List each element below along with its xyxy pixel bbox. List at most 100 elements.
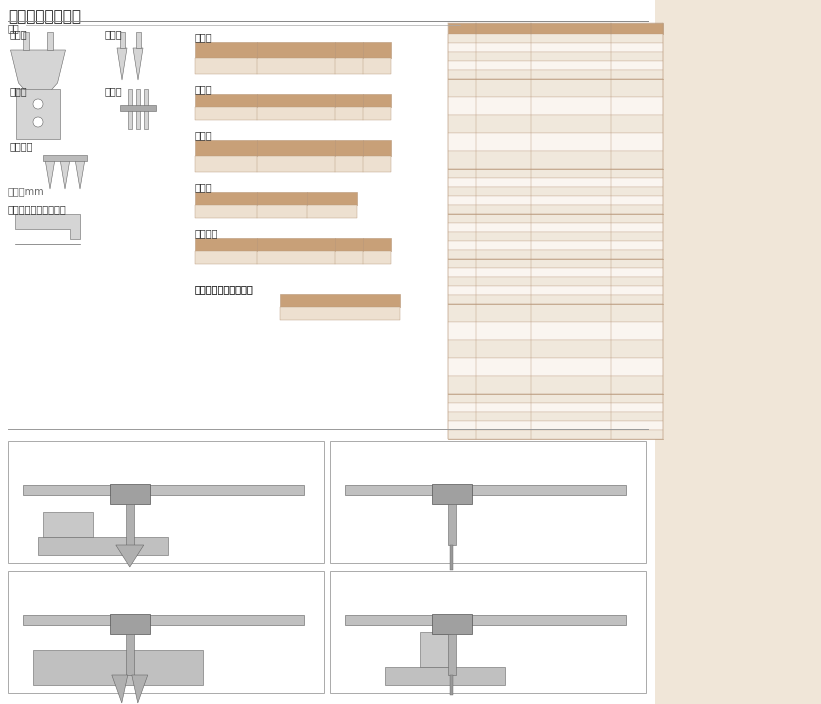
Bar (447, 634, 456, 675)
Bar (448, 61, 663, 70)
Bar (448, 205, 663, 214)
Bar (195, 42, 391, 58)
Polygon shape (116, 545, 144, 567)
Text: 尖爪型: 尖爪型 (195, 84, 213, 94)
Polygon shape (75, 159, 85, 189)
Polygon shape (133, 48, 143, 80)
Bar (110, 484, 149, 504)
Bar (136, 89, 140, 129)
Polygon shape (117, 48, 127, 80)
Polygon shape (112, 675, 128, 703)
Text: 用于高度卡尺的划线器: 用于高度卡尺的划线器 (195, 284, 254, 294)
Text: 划线型: 划线型 (195, 130, 213, 140)
Bar (16, 89, 60, 139)
Bar (448, 97, 663, 115)
Bar (43, 155, 87, 161)
Bar (432, 614, 472, 634)
Bar (448, 43, 663, 52)
Bar (448, 196, 663, 205)
Bar (110, 614, 149, 634)
Bar (448, 151, 663, 169)
Bar (448, 268, 663, 277)
Bar (195, 140, 391, 156)
Bar (448, 322, 663, 340)
Text: 中心线型: 中心线型 (10, 141, 34, 151)
Bar (43, 512, 93, 537)
Bar (23, 32, 29, 50)
Text: 标准型: 标准型 (10, 29, 28, 39)
Bar (47, 32, 53, 50)
Bar (448, 430, 663, 439)
Bar (120, 105, 156, 111)
Bar (144, 89, 148, 129)
Text: 用于高度卡尺的划线器: 用于高度卡尺的划线器 (195, 284, 254, 294)
Bar (447, 504, 456, 545)
Bar (420, 632, 450, 667)
Bar (126, 504, 134, 545)
Bar (448, 340, 663, 358)
Polygon shape (11, 50, 66, 105)
Bar (448, 286, 663, 295)
Bar (0, 0, 655, 704)
Bar (23, 615, 304, 625)
Bar (448, 421, 663, 430)
Bar (38, 537, 168, 555)
Bar (448, 412, 663, 421)
Bar (448, 214, 663, 223)
Circle shape (33, 117, 43, 127)
Bar (448, 250, 663, 259)
Bar (195, 238, 391, 251)
Bar (8, 441, 324, 563)
Text: 标准型: 标准型 (195, 32, 213, 42)
Circle shape (33, 99, 43, 109)
Bar (135, 32, 140, 48)
Bar (448, 394, 663, 403)
Text: 用于高度卡尺的划线器: 用于高度卡尺的划线器 (8, 204, 67, 214)
Polygon shape (132, 675, 148, 703)
Text: 单位：mm: 单位：mm (8, 186, 44, 196)
Text: 可更换的专用量爪: 可更换的专用量爪 (8, 9, 81, 24)
Bar (345, 485, 626, 495)
Bar (120, 32, 125, 48)
Bar (450, 545, 453, 570)
Bar (385, 667, 505, 685)
Bar (345, 615, 626, 625)
Bar (330, 571, 646, 693)
Bar (448, 178, 663, 187)
Bar (195, 205, 357, 218)
Bar (280, 307, 400, 320)
Bar (448, 70, 663, 79)
Bar (448, 304, 663, 322)
Text: 尖爪型: 尖爪型 (105, 29, 122, 39)
Bar (448, 277, 663, 286)
Bar (432, 484, 472, 504)
Polygon shape (60, 159, 70, 189)
Bar (448, 34, 663, 43)
Bar (23, 485, 304, 495)
Bar (195, 156, 391, 172)
Bar (448, 376, 663, 394)
Bar (448, 295, 663, 304)
Bar (33, 650, 203, 685)
Text: 平板型: 平板型 (10, 86, 28, 96)
Bar (448, 52, 663, 61)
Bar (448, 358, 663, 376)
Bar (448, 23, 663, 34)
Bar (126, 634, 134, 675)
Text: 划线型: 划线型 (105, 86, 122, 96)
Text: 规格: 规格 (8, 23, 20, 33)
Bar (195, 58, 391, 74)
Bar (448, 232, 663, 241)
Bar (448, 133, 663, 151)
Bar (448, 223, 663, 232)
Polygon shape (15, 214, 80, 239)
Bar (448, 187, 663, 196)
Bar (280, 294, 400, 307)
Bar (448, 241, 663, 250)
Bar (655, 0, 821, 704)
Bar (448, 403, 663, 412)
Bar (330, 441, 646, 563)
Bar (448, 115, 663, 133)
Bar (195, 251, 391, 264)
Bar (448, 79, 663, 97)
